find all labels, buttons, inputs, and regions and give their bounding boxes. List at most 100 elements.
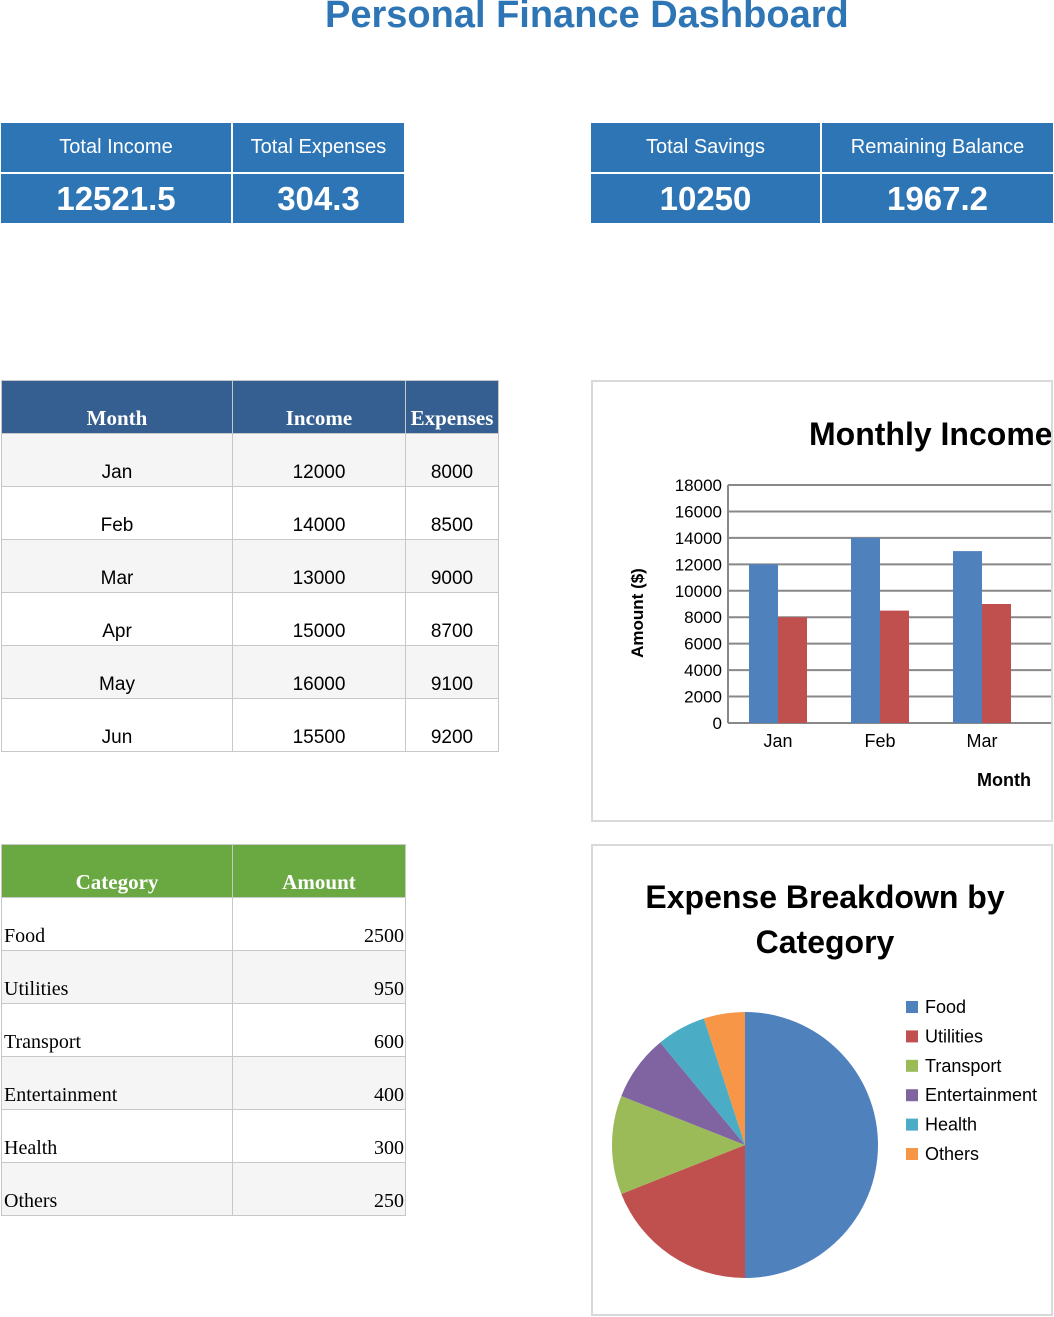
column-header: Income [232, 380, 406, 434]
table-cell: 250 [232, 1162, 406, 1216]
table-cell: 2500 [232, 897, 406, 951]
table-cell: Entertainment [1, 1056, 233, 1110]
kpi-group-right: Total Savings Remaining Balance 10250 19… [591, 123, 1053, 223]
table-cell: Jan [1, 433, 233, 487]
income-bar [851, 537, 880, 723]
table-row: Mar 13000 9000 [1, 539, 499, 593]
expense-bar [982, 604, 1011, 723]
pie-slice-utilities [621, 1145, 745, 1278]
column-header: Month [1, 380, 233, 434]
kpi-value: 1967.2 [822, 174, 1053, 223]
table-cell: 400 [232, 1056, 406, 1110]
table-row: Entertainment 400 [1, 1056, 406, 1110]
kpi-value: 304.3 [233, 174, 404, 223]
legend-label: Utilities [925, 1026, 983, 1046]
pie-chart-panel: Expense Breakdown by Category Food Utilitie… [591, 844, 1053, 1316]
bar-chart: Monthly Income 0 2000 4000 6000 8000 10000 1200… [628, 416, 1051, 790]
y-tick-label: 14000 [675, 529, 722, 548]
legend-label: Health [925, 1115, 977, 1135]
table-cell: 8500 [405, 486, 499, 540]
y-tick-label: 6000 [684, 635, 722, 654]
x-tick-label: Jan [763, 731, 792, 751]
monthly-table: Month Income Expenses Jan 12000 8000 Feb 140… [1, 380, 499, 752]
column-header: Category [1, 844, 233, 898]
x-axis-label: Month [977, 770, 1031, 790]
table-cell: 8000 [405, 433, 499, 487]
table-cell: Health [1, 1109, 233, 1163]
table-row: Transport 600 [1, 1003, 406, 1057]
kpi-value: 12521.5 [1, 174, 231, 223]
table-cell: 9200 [405, 698, 499, 752]
legend-swatch [906, 1030, 918, 1043]
y-tick-label: 10000 [675, 582, 722, 601]
y-tick-label: 16000 [675, 502, 722, 521]
table-cell: 300 [232, 1109, 406, 1163]
pie-slice-entertainment [621, 1042, 745, 1145]
expense-bar [778, 617, 807, 723]
bar-chart-panel: Monthly Income 0 2000 4000 6000 8000 10000 1200… [591, 380, 1053, 822]
legend-label: Entertainment [925, 1085, 1037, 1105]
chart-title: Monthly Income [809, 416, 1051, 452]
kpi-label: Total Income [1, 123, 231, 172]
table-row: Health 300 [1, 1109, 406, 1163]
table-row: Food 2500 [1, 897, 406, 951]
chart-title: Expense Breakdown by Category [645, 879, 1004, 960]
legend-swatch [906, 1118, 918, 1131]
table-cell: Food [1, 897, 233, 951]
legend-swatch [906, 1148, 918, 1160]
table-cell: 13000 [232, 539, 406, 593]
y-tick-label: 8000 [684, 608, 722, 627]
column-header: Amount [232, 844, 406, 898]
pie-chart: Expense Breakdown by Category Food Utilitie… [612, 879, 1037, 1278]
table-row: Utilities 950 [1, 950, 406, 1004]
table-cell: 950 [232, 950, 406, 1004]
table-cell: Apr [1, 592, 233, 646]
table-row: Others 250 [1, 1162, 406, 1216]
category-table: Category Amount Food 2500 Utilities 950 Tran… [1, 844, 406, 1216]
kpi-group-left: Total Income Total Expenses 12521.5 304.… [1, 123, 404, 223]
kpi-label: Total Expenses [233, 123, 404, 172]
table-cell: Mar [1, 539, 233, 593]
table-row: Jun 15500 9200 [1, 698, 499, 752]
page-title: Personal Finance Dashboard [325, 0, 849, 36]
kpi-label: Total Savings [591, 123, 820, 172]
table-row: Jan 12000 8000 [1, 433, 499, 487]
table-cell: 9100 [405, 645, 499, 699]
y-tick-label: 0 [713, 714, 722, 733]
pie-slice-transport [612, 1096, 745, 1194]
income-bar [953, 551, 982, 723]
x-tick-label: Feb [864, 731, 895, 751]
pie-slice-others [703, 1012, 745, 1145]
table-cell: 14000 [232, 486, 406, 540]
table-row: May 16000 9100 [1, 645, 499, 699]
table-cell: 16000 [232, 645, 406, 699]
x-tick-label: Mar [967, 731, 998, 751]
income-bar [749, 564, 778, 723]
legend-label: Transport [925, 1056, 1001, 1076]
pie-slice-health [660, 1018, 745, 1145]
legend-swatch [906, 1089, 918, 1102]
expense-bar [880, 610, 909, 723]
y-tick-label: 18000 [675, 476, 722, 495]
table-cell: May [1, 645, 233, 699]
legend-label: Others [925, 1144, 979, 1164]
table-cell: 8700 [405, 592, 499, 646]
legend-swatch [906, 1001, 918, 1013]
legend-label: Food [925, 997, 966, 1017]
column-header: Expenses [405, 380, 499, 434]
table-cell: 15500 [232, 698, 406, 752]
kpi-label: Remaining Balance [822, 123, 1053, 172]
kpi-value: 10250 [591, 174, 820, 223]
table-cell: Others [1, 1162, 233, 1216]
table-row: Apr 15000 8700 [1, 592, 499, 646]
table-cell: 12000 [232, 433, 406, 487]
table-cell: Transport [1, 1003, 233, 1057]
table-cell: 9000 [405, 539, 499, 593]
y-axis-label: Amount ($) [628, 568, 647, 658]
table-cell: Utilities [1, 950, 233, 1004]
table-row: Feb 14000 8500 [1, 486, 499, 540]
legend-swatch [906, 1059, 918, 1072]
y-tick-label: 2000 [684, 688, 722, 707]
pie-slice-food [745, 1012, 878, 1278]
table-cell: 600 [232, 1003, 406, 1057]
